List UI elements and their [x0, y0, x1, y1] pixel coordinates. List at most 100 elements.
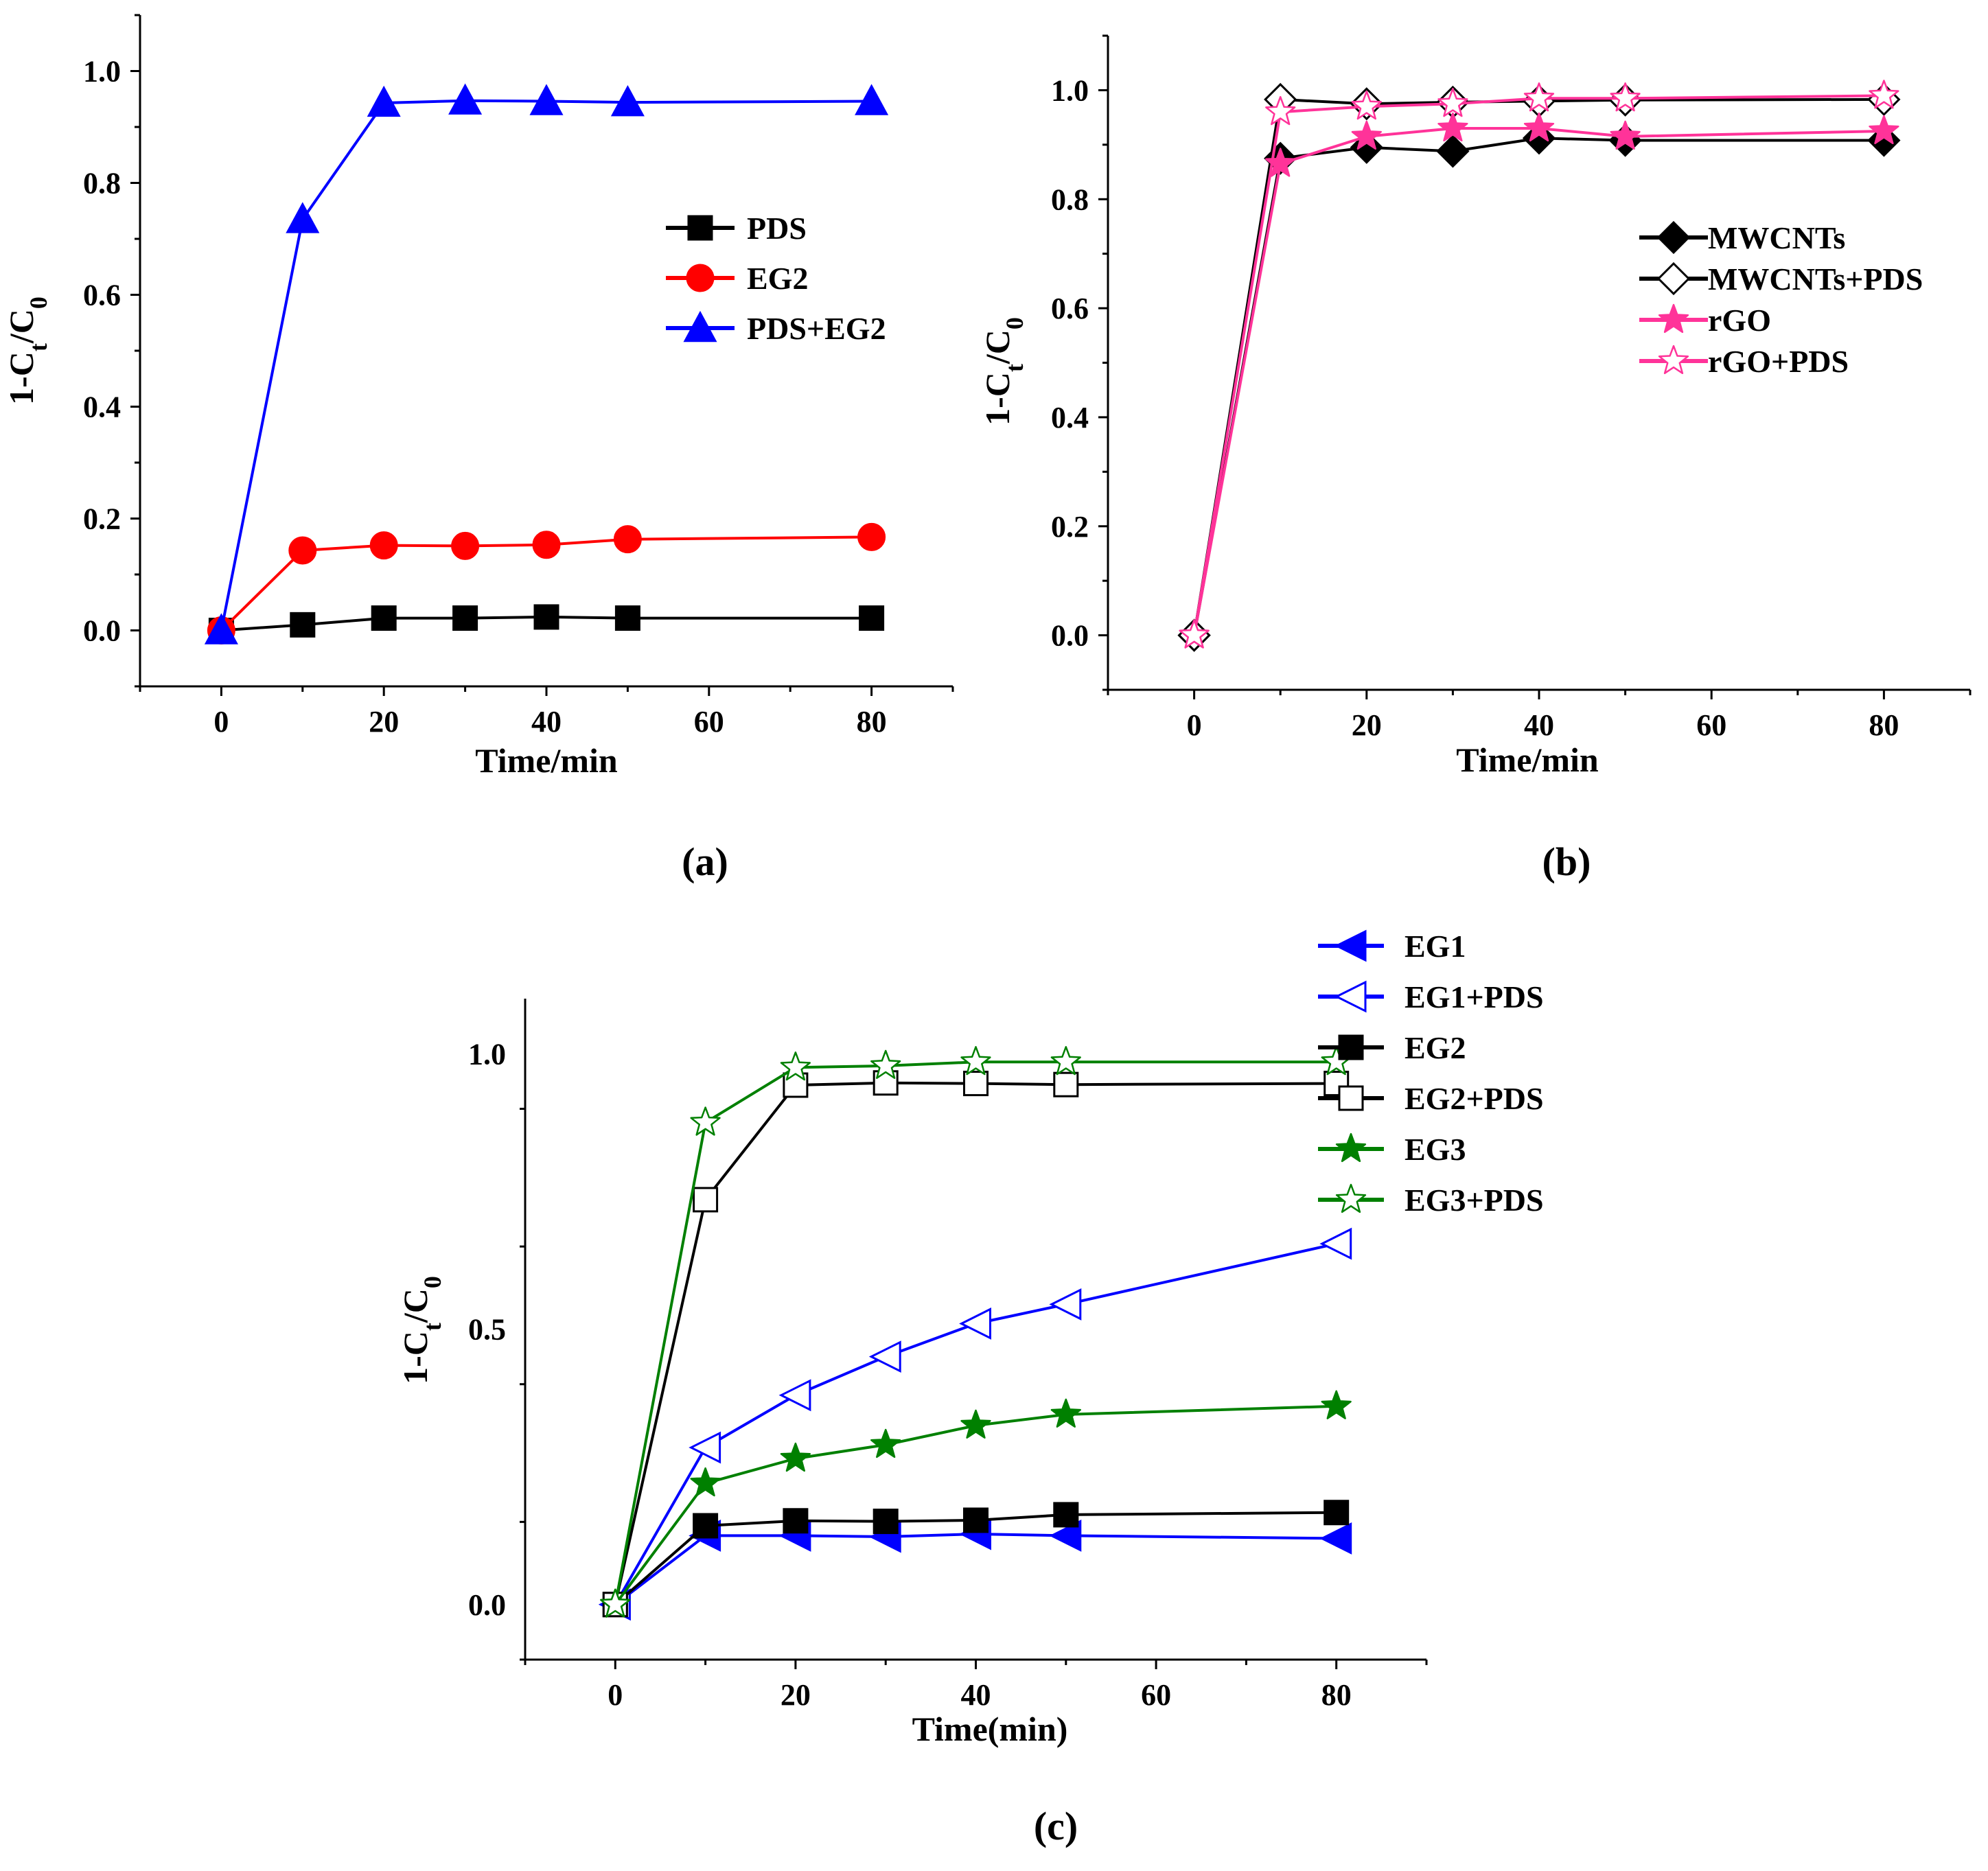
x-axis-title: Time(min) — [912, 1710, 1068, 1748]
data-point-eg2 — [1053, 1502, 1079, 1528]
legend-label: EG1+PDS — [1405, 979, 1544, 1014]
x-tick-label: 60 — [1141, 1678, 1171, 1712]
y-tick-label: 0.0 — [83, 614, 121, 648]
series-pds-eg2 — [204, 83, 889, 644]
legend-item-rgo: rGO — [1639, 303, 1771, 338]
data-point-eg1-pds — [959, 1308, 991, 1340]
data-point-eg2 — [872, 1509, 899, 1535]
legend-item-eg3: EG3 — [1318, 1132, 1466, 1167]
data-point-eg3-pds — [600, 1588, 631, 1618]
x-axis-title: Time/min — [475, 741, 618, 780]
data-point-eg2-pds — [963, 1071, 989, 1097]
x-tick-label: 0 — [1187, 708, 1202, 742]
data-point-rgo-pds — [1869, 80, 1899, 109]
data-point-rgo — [1351, 120, 1382, 150]
data-point-pds-eg2 — [367, 85, 401, 117]
legend-marker — [683, 310, 717, 342]
data-point-rgo — [1610, 120, 1641, 150]
legend-label: MWCNTs — [1708, 220, 1845, 255]
data-point-eg3-pds — [1050, 1046, 1081, 1076]
data-point-eg1-pds — [689, 1431, 721, 1464]
data-point-eg2 — [963, 1507, 989, 1533]
legend-label: rGO+PDS — [1708, 344, 1849, 379]
x-tick-label: 0 — [608, 1678, 623, 1712]
series-rgo-pds — [1179, 80, 1899, 649]
y-tick-label: 1.0 — [83, 55, 121, 89]
x-tick-label: 40 — [961, 1678, 991, 1712]
legend-label: EG2 — [1405, 1030, 1466, 1065]
data-point-pds-eg2 — [529, 84, 564, 115]
y-tick-label: 0.2 — [83, 502, 121, 536]
data-point-eg2 — [288, 536, 317, 565]
x-tick-label: 60 — [1696, 708, 1726, 742]
y-tick-label: 1.0 — [1051, 73, 1089, 107]
series-eg2-pds — [602, 1070, 1350, 1618]
series-pds — [208, 604, 885, 643]
data-point-eg1-pds — [1319, 1227, 1352, 1260]
y-axis-title: 1-Ct/C0 — [396, 1276, 446, 1384]
data-point-eg3-pds — [960, 1046, 991, 1076]
data-point-eg2 — [857, 522, 886, 551]
legend-label: PDS+EG2 — [747, 311, 886, 346]
data-point-eg2-pds — [1053, 1071, 1079, 1097]
data-point-rgo-pds — [1179, 619, 1210, 649]
data-point-eg3 — [780, 1442, 811, 1472]
x-tick-label: 80 — [1321, 1678, 1352, 1712]
series-eg2 — [602, 1500, 1350, 1618]
legend-item-eg2: EG2 — [666, 261, 808, 296]
y-tick-label: 0.0 — [1051, 619, 1089, 653]
legend-item-eg2: EG2 — [1318, 1030, 1466, 1065]
legend-marker — [1334, 929, 1367, 962]
y-tick-label: 0.2 — [1051, 510, 1089, 544]
data-point-eg1-pds — [1049, 1288, 1082, 1321]
data-point-eg1-pds — [778, 1379, 811, 1412]
data-point-eg1-pds — [868, 1340, 901, 1373]
legend-label: EG1 — [1405, 929, 1466, 964]
legend-marker — [1656, 220, 1691, 255]
legend-item-eg2-pds: EG2+PDS — [1318, 1081, 1544, 1116]
data-point-pds — [533, 604, 559, 630]
panel-a: 0.0 0.2 0.4 0.6 0.8 1.0 0 20 40 60 80 Time/min 1-Ct/… — [2, 14, 954, 884]
legend-marker — [1658, 303, 1689, 334]
legend-marker — [686, 264, 715, 292]
data-point-eg3 — [960, 1409, 991, 1439]
data-point-pds-eg2 — [204, 613, 238, 644]
legend-marker — [1338, 1085, 1364, 1111]
legend-item-pds-eg2: PDS+EG2 — [666, 310, 886, 346]
y-tick-label: 0.6 — [83, 279, 121, 312]
y-tick-label: 0.6 — [1051, 292, 1089, 325]
data-point-pds-eg2 — [610, 84, 645, 117]
data-point-eg3 — [1321, 1390, 1352, 1419]
x-tick-label: 20 — [781, 1678, 811, 1712]
data-point-eg3 — [690, 1467, 721, 1497]
data-point-pds — [859, 605, 885, 631]
x-tick-label: 20 — [369, 705, 399, 739]
x-tick-label: 60 — [694, 705, 724, 739]
legend-label: EG2+PDS — [1405, 1081, 1544, 1116]
data-point-eg2 — [613, 525, 642, 554]
data-point-rgo — [1523, 112, 1555, 142]
x-tick-label: 80 — [1869, 708, 1899, 742]
data-point-pds — [371, 605, 397, 631]
data-point-rgo — [1869, 115, 1899, 145]
data-point-pds-eg2 — [855, 84, 889, 115]
legend-item-eg1-pds: EG1+PDS — [1318, 979, 1544, 1014]
legend-item-mwcnts-pds: MWCNTs+PDS — [1639, 262, 1923, 297]
legend-marker — [687, 215, 713, 241]
y-tick-label: 0.0 — [468, 1588, 506, 1622]
x-tick-label: 0 — [213, 705, 229, 739]
y-tick-label: 1.0 — [468, 1037, 506, 1071]
data-point-pds — [290, 612, 316, 638]
x-tick-label: 40 — [1524, 708, 1554, 742]
panel-label: (c) — [1034, 1804, 1078, 1848]
data-point-rgo — [1265, 148, 1296, 177]
data-point-eg2 — [369, 531, 398, 560]
data-point-eg2 — [451, 531, 480, 560]
data-point-rgo-pds — [1610, 82, 1641, 112]
legend-item-rgo-pds: rGO+PDS — [1639, 344, 1849, 379]
x-tick-label: 20 — [1352, 708, 1382, 742]
data-point-eg1 — [1319, 1522, 1352, 1555]
legend-item-pds: PDS — [666, 211, 807, 246]
legend-item-eg1: EG1 — [1318, 929, 1466, 964]
